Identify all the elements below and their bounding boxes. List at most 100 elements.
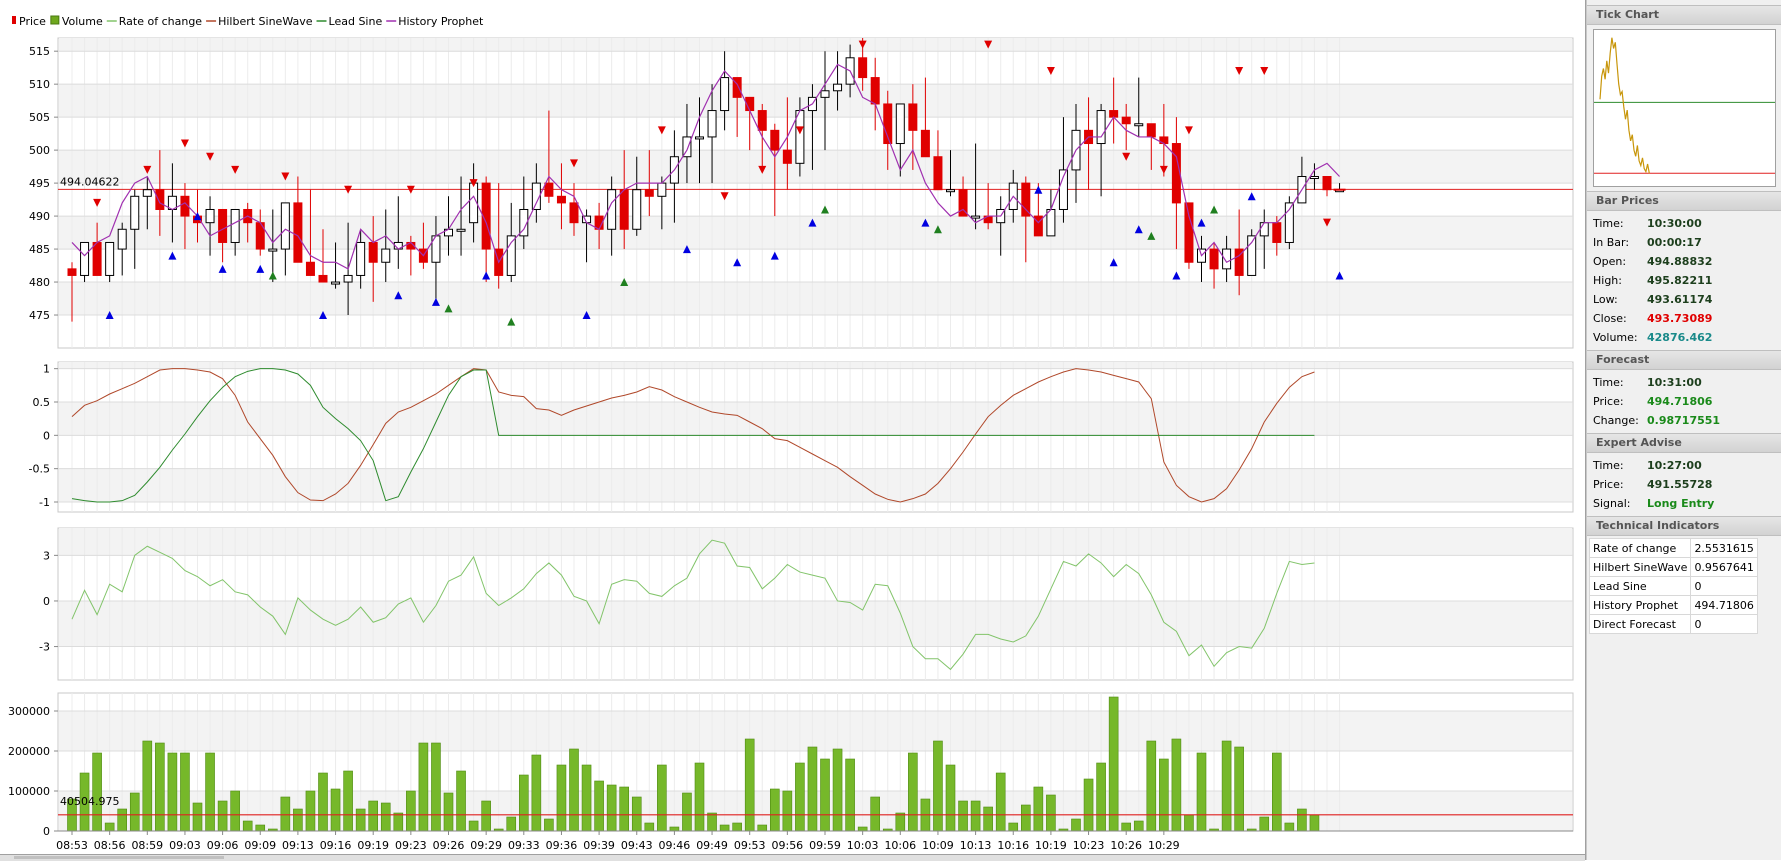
indicator-row: History Prophet 494.71806 xyxy=(1588,595,1758,615)
horizontal-scrollbar[interactable] xyxy=(0,854,1585,861)
candle-body xyxy=(1234,248,1244,276)
buy-arrow-icon xyxy=(482,271,491,280)
y-tick-label: 100000 xyxy=(8,785,50,798)
candle xyxy=(820,51,830,151)
info-row: Volume: 42876.462 xyxy=(1587,328,1781,347)
sell-arrow-icon xyxy=(231,165,240,174)
candle xyxy=(883,90,893,170)
buy-arrow-icon xyxy=(256,264,265,273)
info-value: 00:00:17 xyxy=(1647,236,1702,249)
candle-body xyxy=(356,241,366,276)
grid-band xyxy=(59,402,1572,436)
candle-body xyxy=(318,274,328,283)
volume-bar xyxy=(1146,740,1157,832)
x-tick-label: 08:56 xyxy=(94,839,126,852)
volume-bar xyxy=(393,812,404,832)
x-tick-label: 09:29 xyxy=(470,839,502,852)
candle-body xyxy=(933,156,943,191)
volume-bar xyxy=(255,824,266,832)
x-tick-label: 09:03 xyxy=(169,839,201,852)
volume-bar xyxy=(682,792,692,832)
candle-body xyxy=(368,241,378,263)
y-tick-label: 200000 xyxy=(8,745,50,758)
info-row: Time: 10:31:00 xyxy=(1587,373,1781,392)
volume-bar xyxy=(1159,758,1169,832)
candle xyxy=(908,84,918,170)
candle xyxy=(895,103,905,177)
sell-arrow-icon xyxy=(206,152,215,161)
x-tick-label: 09:53 xyxy=(734,839,766,852)
candle xyxy=(770,123,780,217)
candle-body xyxy=(519,208,529,237)
sell-arrow-icon xyxy=(406,185,415,194)
chart-svg[interactable]: Price Volume Rate of change Hilbert SineWav… xyxy=(0,0,1585,854)
volume-bar xyxy=(657,764,667,832)
grid-band xyxy=(59,711,1572,751)
candle-body xyxy=(958,189,968,217)
scrollbar-thumb[interactable] xyxy=(14,856,224,859)
sell-arrow-icon xyxy=(93,198,102,207)
volume-bar xyxy=(456,770,466,832)
info-row: Time: 10:30:00 xyxy=(1587,214,1781,233)
info-row: Time: 10:27:00 xyxy=(1587,456,1781,475)
candle-body xyxy=(946,189,955,193)
candle-body xyxy=(1247,235,1257,276)
candle-body xyxy=(1259,222,1269,237)
info-label: High: xyxy=(1593,274,1622,287)
candle xyxy=(544,110,554,203)
info-label: Close: xyxy=(1593,312,1627,325)
y-tick-label: -1 xyxy=(39,496,50,509)
buy-arrow-icon xyxy=(1247,192,1256,201)
volume-bar xyxy=(92,752,102,832)
buy-arrow-icon xyxy=(1034,185,1043,194)
candle xyxy=(456,176,466,256)
volume-bar xyxy=(832,748,843,832)
candle xyxy=(519,176,529,250)
info-label: Open: xyxy=(1593,255,1627,268)
candle xyxy=(682,103,692,184)
volume-bar xyxy=(644,822,655,832)
y-tick-label: 500 xyxy=(29,144,50,157)
volume-bar xyxy=(556,764,567,832)
buy-arrow-icon xyxy=(770,251,779,260)
chart-area[interactable]: Price Volume Rate of change Hilbert SineWav… xyxy=(0,0,1586,861)
volume-bar xyxy=(155,742,165,832)
volume-bar xyxy=(544,818,554,832)
info-row: High: 495.82211 xyxy=(1587,271,1781,290)
candle-body xyxy=(1096,110,1106,145)
candle-body xyxy=(1134,123,1144,127)
candle-body xyxy=(130,195,140,230)
candle-body xyxy=(142,189,152,197)
candle-body xyxy=(293,202,303,263)
info-label: In Bar: xyxy=(1593,236,1630,249)
volume-bar xyxy=(945,764,956,832)
candle-body xyxy=(820,90,830,98)
volume-bar xyxy=(1033,786,1044,832)
candle-body xyxy=(657,182,667,197)
volume-bar xyxy=(1284,822,1295,832)
forecast-header: Forecast xyxy=(1587,350,1781,370)
x-tick-label: 09:49 xyxy=(696,839,728,852)
info-row: Close: 493.73089 xyxy=(1587,309,1781,328)
candle xyxy=(105,241,115,283)
sell-arrow-icon xyxy=(1159,165,1168,174)
volume-bar xyxy=(958,800,968,832)
candle-body xyxy=(1058,169,1068,210)
candle xyxy=(632,156,642,236)
indicator-value: 0 xyxy=(1690,614,1758,634)
grid-band xyxy=(59,528,1572,556)
candle xyxy=(80,241,90,283)
candle xyxy=(1234,209,1244,296)
candle xyxy=(569,183,579,236)
candle-body xyxy=(1322,176,1332,191)
indicator-value: 0.9567641 xyxy=(1690,557,1758,577)
x-tick-label: 09:26 xyxy=(433,839,465,852)
buy-arrow-icon xyxy=(582,311,591,320)
candle-body xyxy=(782,149,792,164)
volume-bar xyxy=(518,774,529,832)
panel-hilbert: -1 -0.5 0 0.5 1 xyxy=(29,361,1574,513)
panel-price: 475 480 485 490 495 500 505 510 515 xyxy=(29,37,1574,349)
candle-body xyxy=(833,83,843,92)
candle xyxy=(481,176,491,283)
sell-arrow-icon xyxy=(1184,126,1193,135)
